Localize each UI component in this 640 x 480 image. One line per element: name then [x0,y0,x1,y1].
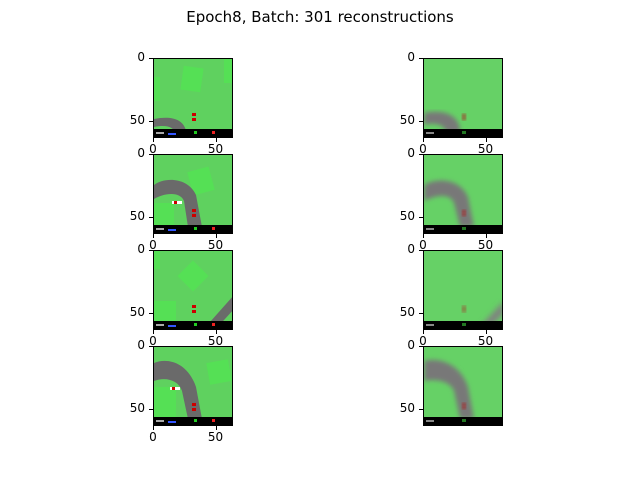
panel-r1-right [423,58,503,138]
x-tick-label: 0 [149,334,157,348]
x-tick-label: 50 [207,238,224,252]
y-tick-label: 0 [407,50,415,64]
panel-r3-right [423,250,503,330]
x-tick-mark [485,234,487,238]
x-tick-mark [423,330,424,334]
panel-r2-right [423,154,503,234]
x-tick-label: 50 [477,238,494,252]
x-tick-mark [215,426,217,430]
y-tick-label: 50 [399,208,415,223]
y-tick-mark [149,216,153,218]
x-tick-mark [423,138,424,142]
y-tick-label: 50 [399,112,415,127]
y-tick-mark [149,408,153,410]
y-tick-label: 0 [137,50,145,64]
x-tick-label: 50 [207,430,224,444]
x-tick-label: 0 [149,238,157,252]
image-frame [423,250,503,330]
x-tick-label: 50 [477,334,494,348]
x-tick-mark [485,330,487,334]
y-tick-label: 50 [129,400,145,415]
image-frame [423,58,503,138]
y-tick-mark [149,58,153,59]
y-tick-mark [419,346,423,347]
y-tick-label: 0 [407,338,415,352]
y-tick-mark [419,120,423,122]
figure-title: Epoch8, Batch: 301 reconstructions [186,8,454,26]
x-tick-label: 0 [419,238,427,252]
x-tick-label: 0 [419,142,427,156]
x-tick-mark [215,234,217,238]
y-tick-mark [149,250,153,251]
x-tick-mark [485,138,487,142]
x-tick-mark [153,138,154,142]
x-tick-label: 50 [207,334,224,348]
x-tick-mark [153,330,154,334]
image-frame [153,154,233,234]
y-tick-label: 50 [399,304,415,319]
y-tick-mark [419,58,423,59]
x-tick-label: 50 [207,142,224,156]
y-tick-label: 50 [129,208,145,223]
panel-r4-right [423,346,503,426]
x-tick-mark [153,234,154,238]
image-frame [423,346,503,426]
y-tick-mark [419,312,423,314]
y-tick-label: 0 [407,242,415,256]
y-tick-mark [419,250,423,251]
y-tick-mark [149,120,153,122]
panel-r1-left [153,58,233,138]
image-frame [153,58,233,138]
y-tick-label: 50 [129,304,145,319]
x-tick-label: 0 [149,142,157,156]
panel-r2-left [153,154,233,234]
image-frame [153,346,233,426]
y-tick-mark [419,216,423,218]
y-tick-label: 0 [407,146,415,160]
x-tick-label: 50 [477,142,494,156]
y-tick-mark [419,154,423,155]
x-tick-mark [215,330,217,334]
y-tick-mark [149,346,153,347]
x-tick-label: 0 [419,334,427,348]
panel-r4-left [153,346,233,426]
y-tick-label: 0 [137,146,145,160]
y-tick-mark [149,312,153,314]
x-tick-mark [423,234,424,238]
y-tick-label: 0 [137,242,145,256]
y-tick-mark [149,154,153,155]
y-tick-mark [419,408,423,410]
image-frame [153,250,233,330]
y-tick-label: 50 [399,400,415,415]
panel-r3-left [153,250,233,330]
x-tick-label: 0 [149,430,157,444]
image-frame [423,154,503,234]
y-tick-label: 50 [129,112,145,127]
x-tick-mark [215,138,217,142]
y-tick-label: 0 [137,338,145,352]
x-tick-mark [153,426,154,430]
